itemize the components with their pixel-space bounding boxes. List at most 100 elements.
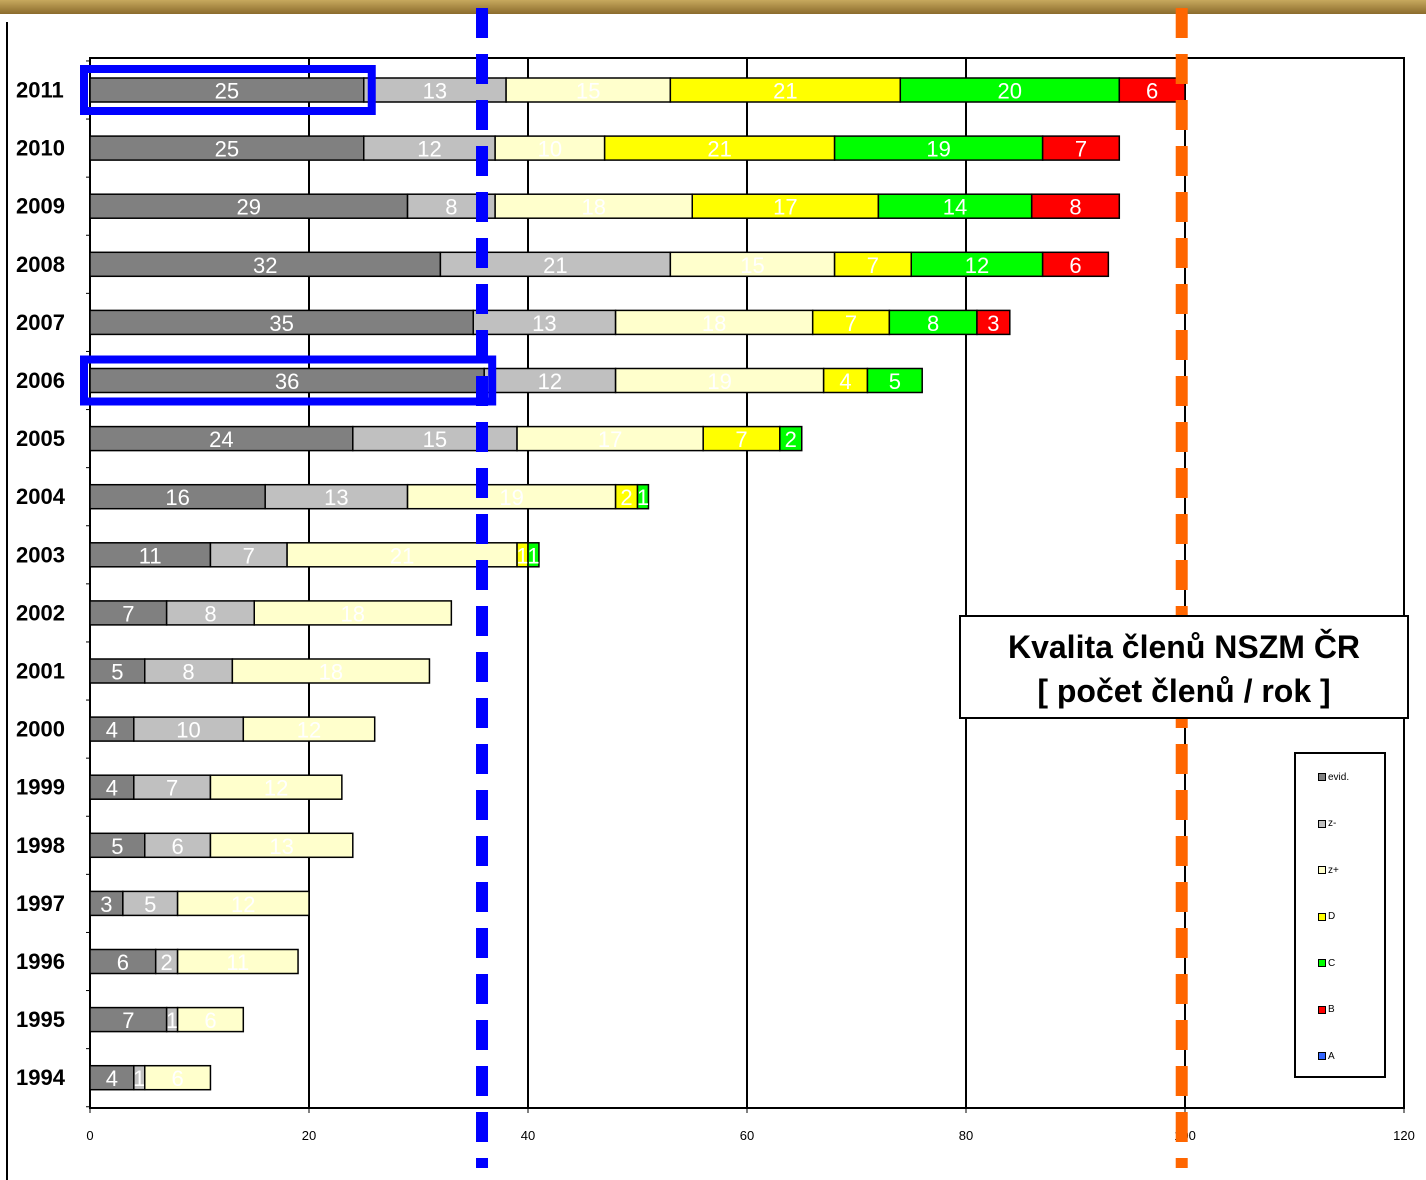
bar-segment — [122, 890, 179, 917]
legend-swatch — [1318, 1052, 1326, 1060]
legend-swatch — [1318, 773, 1326, 781]
y-tick-label: 2005 — [16, 426, 65, 451]
legend-item: B — [1318, 1003, 1335, 1017]
bar-segment — [133, 774, 212, 800]
bar-value-label: 20 — [998, 79, 1022, 104]
legend-label: D — [1328, 911, 1336, 922]
bar-segment — [209, 832, 354, 859]
legend-swatch — [1318, 1005, 1326, 1014]
legend-item: z+ — [1318, 863, 1339, 877]
bar-segment — [253, 600, 453, 626]
legend-label: z+ — [1328, 864, 1339, 876]
x-tick-label: 120 — [1393, 1128, 1415, 1143]
bar-value-label: 21 — [707, 137, 731, 162]
bar-value-label: 18 — [341, 601, 365, 626]
legend-item: C — [1318, 956, 1335, 970]
bar-value-label: 6 — [171, 834, 183, 859]
y-tick-label: 2007 — [16, 310, 65, 335]
bar-value-label: 15 — [576, 79, 600, 104]
bar-value-label: 13 — [324, 485, 348, 510]
bar-segment — [89, 716, 135, 742]
bar-value-label: 25 — [215, 79, 239, 104]
bar-segment — [833, 251, 912, 278]
bar-value-label: 12 — [297, 718, 321, 743]
bar-value-label: 4 — [106, 776, 118, 801]
bar-value-label: 1 — [516, 543, 528, 568]
y-tick-label: 2009 — [16, 194, 65, 219]
y-tick-label: 2003 — [16, 542, 65, 567]
bar-value-label: 16 — [165, 485, 189, 510]
bar-value-label: 1 — [527, 543, 539, 568]
bar-value-label: 5 — [889, 369, 901, 394]
bar-segment — [833, 135, 1044, 161]
y-tick-label: 2002 — [16, 600, 65, 625]
bar-segment — [231, 658, 431, 684]
bar-segment — [89, 1006, 168, 1033]
bar-segment — [614, 367, 825, 394]
x-tick-label: 0 — [86, 1128, 93, 1143]
bar-value-label: 4 — [106, 718, 118, 743]
bar-segment — [636, 483, 650, 510]
bar-value-label: 8 — [182, 660, 194, 685]
y-tick-label: 1998 — [16, 833, 65, 858]
bar-segment — [1041, 135, 1121, 161]
bar-segment — [910, 251, 1044, 278]
legend-label: evid. — [1328, 771, 1350, 783]
bar-value-label: 4 — [106, 1066, 118, 1091]
legend-label: A — [1328, 1050, 1335, 1062]
bar-segment — [89, 1064, 135, 1091]
bar-value-label: 8 — [445, 195, 457, 220]
bar-value-label: 18 — [581, 195, 605, 220]
bar-segment — [406, 483, 617, 510]
x-tick-label: 20 — [302, 1128, 316, 1143]
bar-value-label: 36 — [275, 369, 299, 394]
bar-segment — [176, 1006, 245, 1033]
bar-value-label: 7 — [122, 601, 134, 626]
bar-segment — [614, 309, 814, 336]
bar-segment — [89, 948, 157, 975]
top-decorative-bar — [0, 0, 1426, 14]
bar-segment — [89, 77, 365, 103]
bar-value-label: 19 — [926, 137, 950, 162]
bar-value-label: 7 — [867, 253, 879, 278]
legend-label: C — [1328, 957, 1336, 969]
chart-legend: evid. z-z+ D C B A — [1294, 752, 1386, 1078]
bar-value-label: 12 — [538, 369, 562, 394]
bar-value-label: 21 — [390, 543, 414, 568]
bar-value-label: 13 — [532, 311, 556, 336]
bar-value-label: 12 — [417, 137, 441, 162]
highlight-box — [80, 355, 497, 406]
legend-item: evid. — [1318, 770, 1349, 784]
highlight-box — [80, 65, 376, 115]
bar-value-label: 24 — [209, 427, 233, 452]
chart-title-box: Kvalita členů NSZM ČR [ počet členů / ro… — [959, 615, 1409, 719]
y-tick-label: 2011 — [16, 78, 64, 103]
legend-swatch — [1318, 912, 1326, 921]
bar-value-label: 8 — [1069, 195, 1081, 220]
bar-value-label: 21 — [773, 79, 797, 104]
bar-segment — [89, 658, 146, 684]
bar-value-label: 6 — [171, 1066, 183, 1091]
bar-segment — [89, 425, 354, 452]
bar-segment — [866, 367, 923, 394]
bar-value-label: 15 — [740, 253, 764, 278]
bar-segment — [89, 193, 409, 219]
bar-segment — [516, 425, 704, 452]
y-tick-label: 1995 — [16, 1007, 65, 1032]
bar-value-label: 7 — [735, 427, 747, 452]
bar-segment — [494, 135, 606, 161]
bar-value-label: 10 — [538, 137, 562, 162]
bar-segment — [89, 832, 146, 859]
y-tick-label: 2001 — [16, 659, 65, 684]
legend-swatch — [1318, 866, 1326, 874]
bar-value-label: 8 — [927, 311, 939, 336]
bar-segment — [483, 367, 617, 394]
bar-segment — [89, 542, 212, 568]
bar-value-label: 7 — [845, 311, 857, 336]
bar-segment — [176, 890, 310, 917]
bar-value-label: 1 — [166, 1008, 178, 1033]
bar-value-label: 14 — [943, 195, 967, 220]
y-tick-label: 2010 — [16, 136, 65, 161]
bar-value-label: 11 — [226, 950, 249, 975]
